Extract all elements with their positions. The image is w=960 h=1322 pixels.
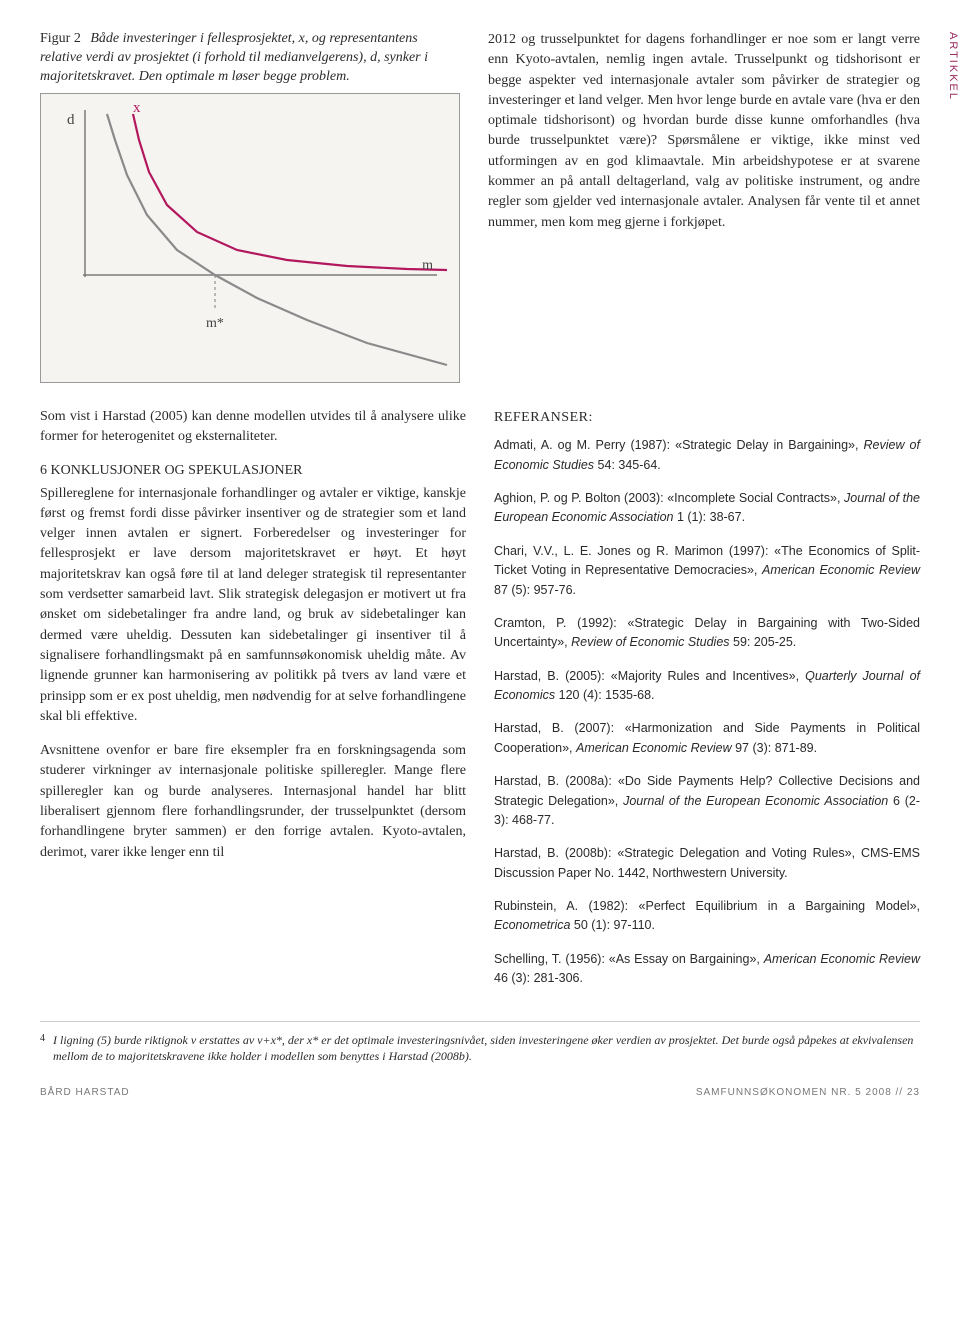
reference-item: Admati, A. og M. Perry (1987): «Strategi… [494, 436, 920, 475]
svg-text:d: d [67, 112, 75, 128]
svg-text:m: m [422, 258, 433, 273]
top-right-paragraph: 2012 og trusselpunktet for dagens forhan… [488, 30, 920, 233]
left-p1: Som vist i Harstad (2005) kan denne mode… [40, 407, 466, 448]
figure-label: Figur 2 [40, 31, 81, 46]
reference-item: Rubinstein, A. (1982): «Perfect Equilibr… [494, 897, 920, 936]
left-p2: Spillereglene for internasjonale forhand… [40, 484, 466, 728]
reference-item: Harstad, B. (2008a): «Do Side Payments H… [494, 772, 920, 830]
chart-container: d x m m* [40, 93, 460, 383]
reference-item: Aghion, P. og P. Bolton (2003): «Incompl… [494, 489, 920, 528]
reference-item: Harstad, B. (2008b): «Strategic Delegati… [494, 844, 920, 883]
footer-left: BÅRD HARSTAD [40, 1086, 130, 1101]
footnote: 4 I ligning (5) burde riktignok v erstat… [40, 1021, 920, 1064]
footer-right: SAMFUNNSØKONOMEN NR. 5 2008 // 23 [696, 1086, 920, 1101]
side-tab-label: ARTIKKEL [944, 32, 960, 101]
references-list: Admati, A. og M. Perry (1987): «Strategi… [494, 436, 920, 988]
reference-item: Cramton, P. (1992): «Strategic Delay in … [494, 614, 920, 653]
footnote-text: I ligning (5) burde riktignok v erstatte… [53, 1032, 920, 1064]
svg-text:x: x [133, 100, 141, 116]
figure-caption-text: Både investeringer i fellesprosjektet, x… [40, 31, 428, 84]
section-heading: 6 KONKLUSJONER OG SPEKULASJONER [40, 461, 466, 481]
svg-text:m*: m* [206, 316, 224, 331]
figure-caption: Figur 2 Både investeringer i fellesprosj… [40, 30, 460, 87]
references-heading: REFERANSER: [494, 407, 920, 429]
reference-item: Schelling, T. (1956): «As Essay on Barga… [494, 950, 920, 989]
footnote-number: 4 [40, 1032, 45, 1064]
left-p3: Avsnittene ovenfor er bare fire eksemple… [40, 741, 466, 863]
reference-item: Harstad, B. (2005): «Majority Rules and … [494, 667, 920, 706]
chart-svg: d x m m* [47, 100, 455, 376]
figure-block: Figur 2 Både investeringer i fellesprosj… [40, 30, 460, 383]
reference-item: Chari, V.V., L. E. Jones og R. Marimon (… [494, 542, 920, 600]
reference-item: Harstad, B. (2007): «Harmonization and S… [494, 719, 920, 758]
